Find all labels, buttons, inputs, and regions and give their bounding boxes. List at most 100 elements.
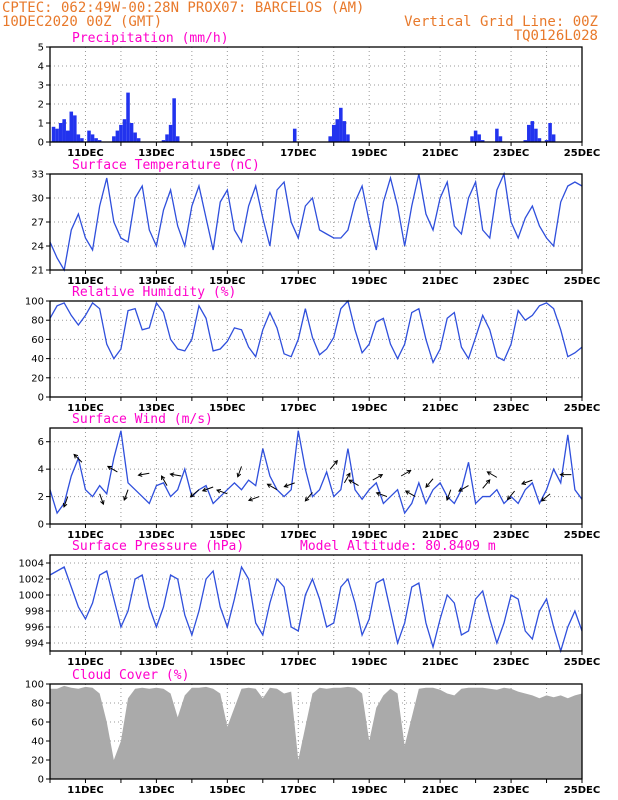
x-tick-label: 15DEC [209, 276, 245, 287]
header-grid-note: Vertical Grid Line: 00Z [404, 14, 598, 30]
wind-vector-shaft [304, 492, 313, 502]
y-tick-label: 1004 [19, 559, 44, 570]
wind-vector-shaft [343, 473, 351, 484]
x-tick-label: 23DEC [493, 657, 529, 668]
panel-frame [49, 46, 583, 143]
x-tick-label: 17DEC [280, 403, 316, 414]
x-tick-label: 13DEC [138, 530, 174, 541]
x-tick-label: 19DEC [351, 276, 387, 287]
temperature-line [49, 171, 583, 272]
wind-vector-shaft [107, 465, 118, 473]
wind-vector [348, 479, 359, 487]
x-tick-label: 17DEC [280, 276, 316, 287]
wind-vector-head [123, 496, 128, 502]
wind-vector [201, 486, 214, 492]
x-tick-label: 11DEC [67, 403, 103, 414]
x-tick-label: 13DEC [138, 657, 174, 668]
panel-cloud-cover: 0 20 40 60 80 100 11DEC 13DEC 15DEC 17DEC 19DEC 21D… [25, 668, 600, 796]
wind-vector-shaft [446, 489, 452, 501]
x-tick-label: 15DEC [209, 785, 245, 796]
wind-vector [400, 469, 412, 477]
y-tick-label: 0 [38, 138, 44, 149]
precip-bar [544, 140, 549, 142]
x-tick-label: 25DEC [564, 657, 600, 668]
wind-vector-shaft [405, 490, 416, 498]
x-tick-label: 23DEC [493, 148, 529, 159]
wind-vector-shaft [507, 490, 515, 500]
humidity-title: Relative Humidity (%) [72, 285, 236, 300]
wind-vector-head [100, 500, 105, 506]
precip-bar [339, 107, 343, 142]
wind-vector-shaft [267, 483, 278, 491]
precip-bar [94, 138, 98, 142]
wind-vector-head [169, 472, 175, 477]
x-tick-label: 25DEC [564, 530, 600, 541]
x-tick-label: 25DEC [564, 148, 600, 159]
precip-bar [126, 92, 130, 142]
wind-vector-shaft [400, 470, 411, 477]
wind-vector-shaft [138, 472, 150, 476]
wind-vector [425, 478, 434, 488]
x-tick-label: 19DEC [351, 530, 387, 541]
wind-vector-head [346, 472, 351, 478]
wind-vector-head [73, 453, 79, 459]
wind-vector-head [266, 483, 272, 488]
y-tick-label: 80 [31, 316, 44, 327]
wind-vector [486, 471, 498, 478]
x-tick-label: 19DEC [351, 148, 387, 159]
y-tick-label: 4 [38, 62, 44, 73]
y-tick-label: 60 [31, 335, 44, 346]
header-date: 10DEC2020 00Z (GMT) [2, 14, 162, 30]
y-tick-label: 2 [38, 100, 44, 111]
header-run-id: TQ0126L028 [514, 28, 598, 44]
wind-vector [304, 492, 313, 502]
precip-bar [548, 123, 552, 142]
x-tick-label: 17DEC [280, 785, 316, 796]
wind-vector-head [559, 472, 565, 477]
precip-bar [470, 136, 474, 142]
pressure-line [49, 565, 583, 654]
wind-vector-head [458, 487, 463, 492]
wind-vector [62, 496, 69, 508]
pressure-subtitle: Model Altitude: 80.8409 m [300, 539, 496, 554]
y-tick-label: 33 [31, 170, 44, 181]
wind-vector [137, 472, 150, 477]
precip-bar [51, 126, 56, 142]
x-tick-label: 13DEC [138, 148, 174, 159]
x-tick-label: 15DEC [209, 403, 245, 414]
wind-vector-head [247, 497, 253, 502]
y-tick-label: 40 [31, 737, 44, 748]
cloud-cover-area [50, 685, 582, 779]
y-tick-label: 0 [38, 520, 44, 531]
wind-vector-head [404, 490, 410, 495]
wind-vector-head [161, 475, 166, 481]
precip-bar [112, 136, 116, 142]
y-tick-label: 1002 [19, 575, 44, 586]
precip-bar [342, 121, 347, 142]
precip-bar [73, 115, 77, 142]
y-tick-label: 996 [25, 623, 44, 634]
wind-vector-head [506, 495, 512, 501]
wind-vector [521, 479, 533, 485]
wind-vector [106, 465, 118, 473]
wind-vector [482, 479, 491, 489]
precip-bar [62, 119, 66, 142]
x-tick-label: 15DEC [209, 148, 245, 159]
panel-pressure: 994 996 998 1000 1002 1004 11DEC 13DEC 15DEC 17DE… [19, 539, 601, 668]
x-tick-label: 23DEC [493, 403, 529, 414]
precip-bar [69, 111, 74, 142]
x-tick-label: 25DEC [564, 276, 600, 287]
wind-vector-shaft [329, 460, 338, 470]
wind-vector-head [378, 474, 384, 479]
wind-vector-head [445, 496, 451, 502]
wind-vector-shaft [372, 474, 383, 481]
wind-vector-shaft [348, 479, 359, 487]
wind-vector [266, 483, 278, 491]
humidity-line [49, 299, 583, 365]
wind-vector [404, 490, 416, 498]
pressure-title: Surface Pressure (hPa) [72, 539, 244, 554]
precip-bar [90, 134, 95, 142]
x-tick-label: 19DEC [351, 657, 387, 668]
header-line-1: CPTEC: 062:49W-00:28N PROX07: BARCELOS (… [2, 0, 364, 16]
